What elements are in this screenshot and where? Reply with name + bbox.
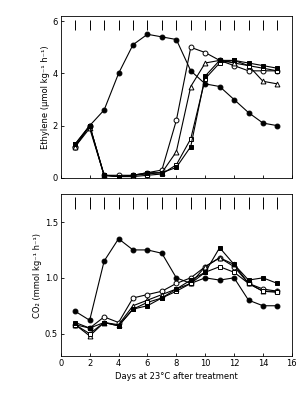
Y-axis label: Ethylene (μmol kg⁻¹ h⁻¹): Ethylene (μmol kg⁻¹ h⁻¹) [41,45,50,149]
X-axis label: Days at 23°C after treatment: Days at 23°C after treatment [115,372,238,381]
Y-axis label: CO₂ (mmol kg⁻¹ h⁻¹): CO₂ (mmol kg⁻¹ h⁻¹) [33,232,42,318]
